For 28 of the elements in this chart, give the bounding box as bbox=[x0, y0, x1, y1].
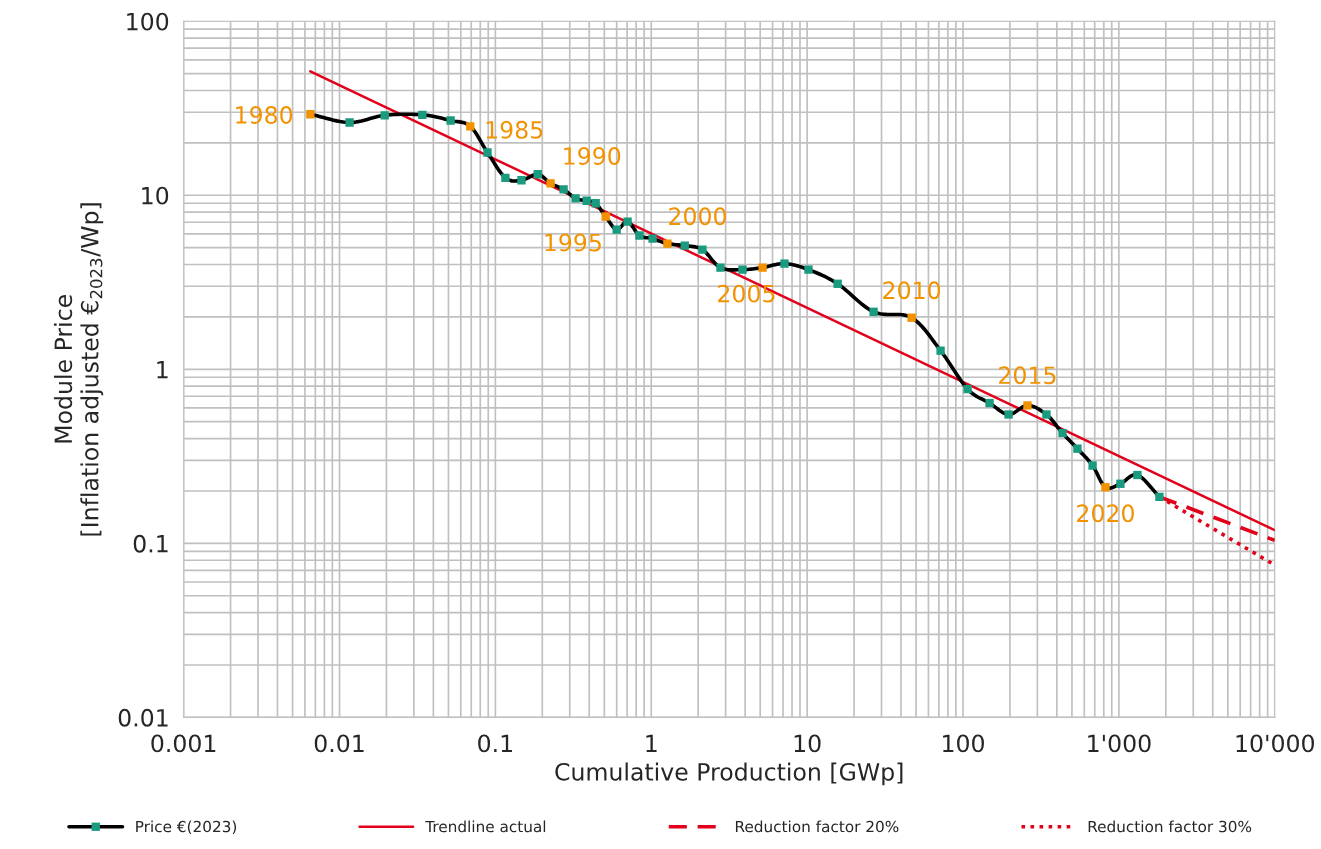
x-tick-label: 100 bbox=[943, 734, 984, 753]
y-tick-label: 10 bbox=[142, 186, 169, 205]
annotation: 2000 bbox=[669, 207, 726, 226]
x-axis-title: Cumulative Production [GWp] bbox=[555, 762, 903, 786]
legend-label: Reduction factor 30% bbox=[1088, 820, 1252, 833]
x-tick-label: 1 bbox=[646, 734, 657, 753]
x-tick-label: 0.001 bbox=[151, 734, 216, 753]
legend-label: Trendline actual bbox=[425, 820, 546, 833]
annotation: 1980 bbox=[236, 106, 293, 124]
annotation: 1985 bbox=[486, 120, 543, 139]
legend-label: Price €(2023) bbox=[136, 820, 237, 835]
x-tick-label: 10 bbox=[794, 734, 821, 753]
x-tick-label: 0.01 bbox=[314, 734, 364, 753]
y-axis-title: Module Price [Inflation adjusted €$_{2023}$/Wp] bbox=[53, 203, 104, 536]
y-tick-label: 1 bbox=[157, 361, 168, 379]
x-tick-label: 10'000 bbox=[1236, 734, 1314, 753]
legend-label: Reduction factor 20% bbox=[735, 820, 899, 833]
annotation: 1995 bbox=[545, 233, 601, 252]
x-tick-label: 1'000 bbox=[1088, 734, 1151, 753]
x-tick-label: 0.1 bbox=[478, 734, 512, 753]
annotation: 2005 bbox=[718, 284, 775, 303]
annotation: 2020 bbox=[1077, 504, 1134, 523]
y-tick-label: 0.1 bbox=[133, 534, 168, 553]
annotation: 1990 bbox=[564, 147, 621, 165]
annotation: 2010 bbox=[883, 281, 941, 300]
annotation: 2015 bbox=[999, 366, 1056, 385]
y-tick-label: 100 bbox=[127, 12, 169, 31]
y-tick-label: 0.01 bbox=[118, 708, 168, 727]
